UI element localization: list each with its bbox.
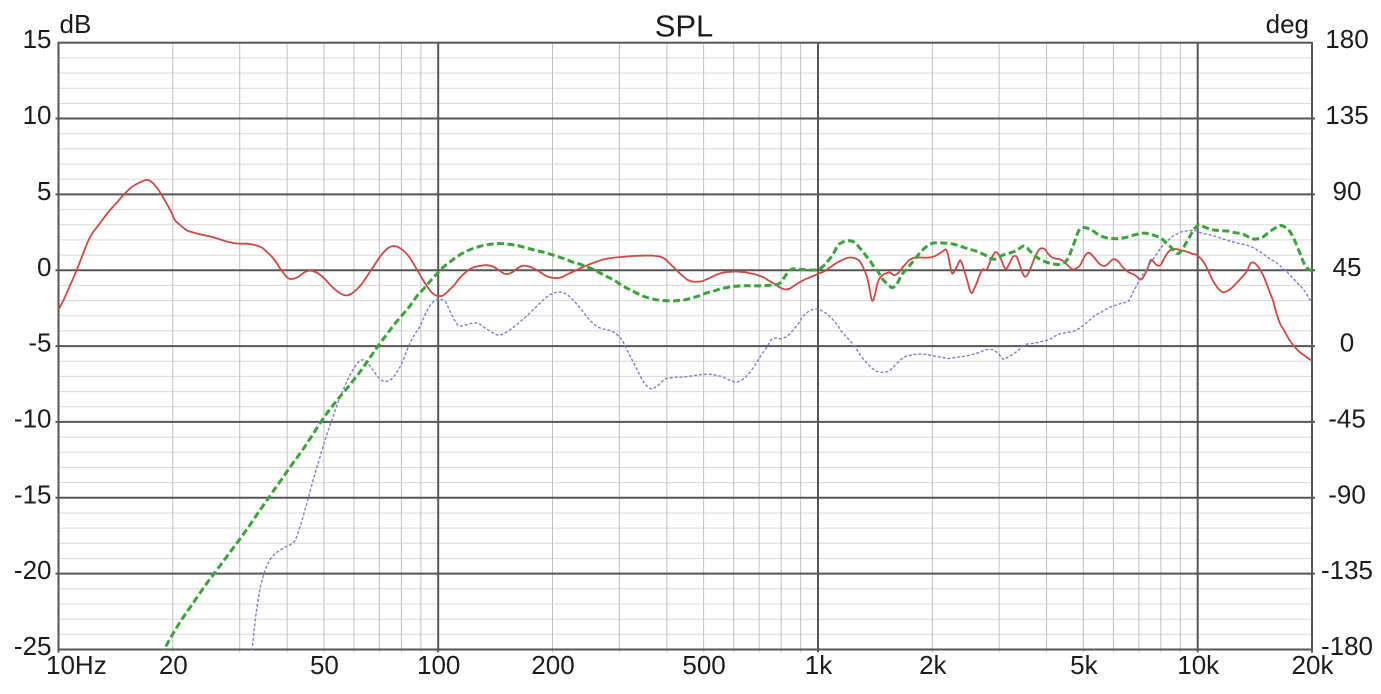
svg-text:200: 200 (531, 650, 574, 680)
svg-text:10: 10 (23, 100, 52, 130)
svg-text:5: 5 (37, 176, 51, 206)
svg-text:SPL: SPL (655, 9, 714, 44)
svg-text:-45: -45 (1328, 403, 1366, 433)
svg-text:15: 15 (23, 24, 52, 54)
svg-text:500: 500 (682, 650, 725, 680)
svg-text:-5: -5 (28, 328, 51, 358)
svg-text:20k: 20k (1292, 650, 1335, 680)
svg-text:100: 100 (417, 650, 460, 680)
svg-text:90: 90 (1333, 176, 1362, 206)
svg-text:10Hz: 10Hz (46, 650, 107, 680)
svg-text:-10: -10 (14, 403, 52, 433)
svg-text:180: 180 (1325, 24, 1368, 54)
svg-text:1k: 1k (805, 650, 833, 680)
svg-text:-180: -180 (1321, 631, 1373, 661)
svg-text:50: 50 (310, 650, 339, 680)
svg-text:0: 0 (37, 252, 51, 282)
svg-text:5k: 5k (1070, 650, 1098, 680)
svg-text:10k: 10k (1177, 650, 1220, 680)
svg-text:deg: deg (1266, 9, 1309, 39)
svg-text:-90: -90 (1328, 479, 1366, 509)
svg-text:45: 45 (1333, 252, 1362, 282)
svg-text:dB: dB (60, 9, 92, 39)
svg-text:-135: -135 (1321, 555, 1373, 585)
svg-text:135: 135 (1325, 100, 1368, 130)
svg-text:-15: -15 (14, 479, 52, 509)
svg-text:2k: 2k (919, 650, 947, 680)
svg-text:20: 20 (159, 650, 188, 680)
svg-text:0: 0 (1340, 328, 1354, 358)
svg-text:-25: -25 (14, 631, 52, 661)
svg-text:-20: -20 (14, 555, 52, 585)
